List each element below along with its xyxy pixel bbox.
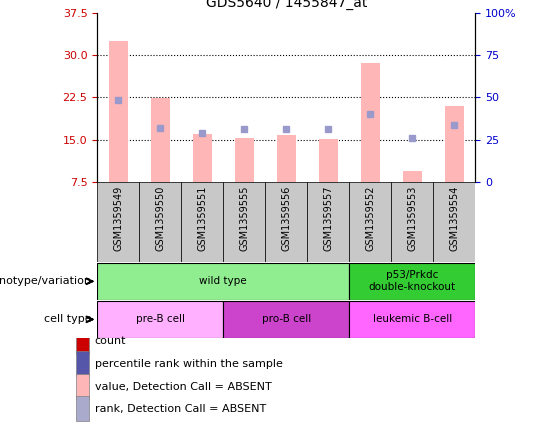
Text: GSM1359551: GSM1359551	[197, 186, 207, 251]
Bar	[97, 182, 139, 262]
Bar	[223, 301, 349, 338]
Bar	[76, 351, 89, 376]
Bar	[265, 182, 307, 262]
Bar	[76, 328, 89, 354]
Bar	[97, 301, 223, 338]
Bar	[445, 106, 464, 182]
Text: genotype/variation: genotype/variation	[0, 276, 92, 286]
Bar	[349, 263, 475, 299]
Text: p53/Prkdc
double-knockout: p53/Prkdc double-knockout	[369, 270, 456, 292]
Text: pro-B cell: pro-B cell	[261, 314, 311, 324]
Bar	[307, 182, 349, 262]
Text: GSM1359554: GSM1359554	[449, 186, 459, 251]
Text: GSM1359555: GSM1359555	[239, 186, 249, 251]
Text: leukemic B-cell: leukemic B-cell	[373, 314, 452, 324]
Bar	[361, 63, 380, 182]
Text: GSM1359549: GSM1359549	[113, 186, 123, 251]
Bar	[349, 182, 391, 262]
Bar	[109, 41, 127, 182]
Bar	[151, 99, 170, 182]
Text: cell type: cell type	[44, 314, 92, 324]
Title: GDS5640 / 1455847_at: GDS5640 / 1455847_at	[206, 0, 367, 10]
Bar	[76, 396, 89, 421]
Text: wild type: wild type	[199, 276, 247, 286]
Bar	[433, 182, 475, 262]
Text: count: count	[94, 336, 126, 346]
Text: GSM1359557: GSM1359557	[323, 186, 333, 251]
Bar	[139, 182, 181, 262]
Bar	[181, 182, 223, 262]
Text: GSM1359550: GSM1359550	[155, 186, 165, 251]
Bar	[403, 170, 422, 182]
Text: percentile rank within the sample: percentile rank within the sample	[94, 359, 282, 369]
Bar	[319, 139, 338, 182]
Text: GSM1359556: GSM1359556	[281, 186, 291, 251]
Bar	[391, 182, 433, 262]
Bar	[223, 182, 265, 262]
Text: GSM1359552: GSM1359552	[365, 186, 375, 251]
Bar	[349, 301, 475, 338]
Bar	[277, 135, 296, 182]
Bar	[193, 134, 212, 182]
Bar	[76, 374, 89, 399]
Text: rank, Detection Call = ABSENT: rank, Detection Call = ABSENT	[94, 404, 266, 414]
Text: pre-B cell: pre-B cell	[136, 314, 185, 324]
Bar	[235, 138, 254, 182]
Bar	[97, 263, 349, 299]
Text: GSM1359553: GSM1359553	[407, 186, 417, 251]
Text: value, Detection Call = ABSENT: value, Detection Call = ABSENT	[94, 382, 271, 392]
